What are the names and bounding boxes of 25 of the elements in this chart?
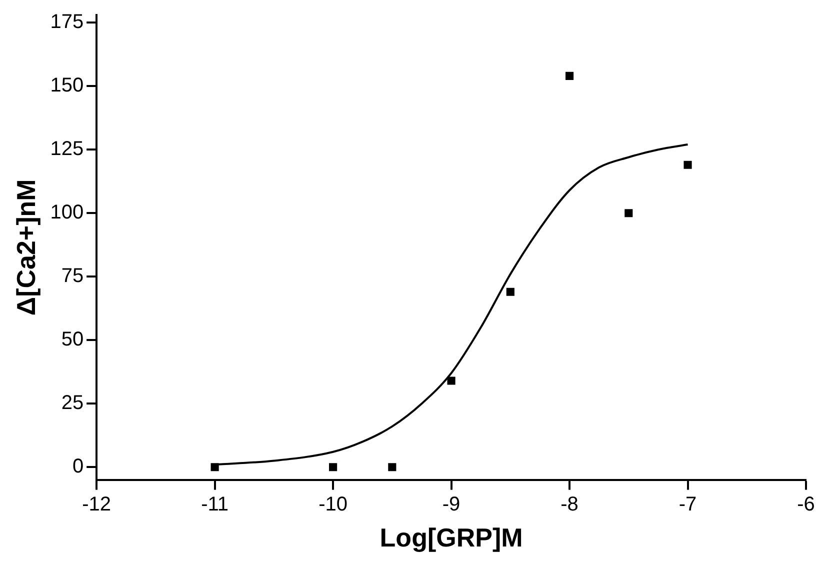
y-tick-label: 0 (72, 456, 84, 478)
point (684, 160, 692, 169)
y-tick-label: 150 (50, 74, 84, 97)
y-axis-title: Δ[Ca2+]nM (10, 179, 41, 316)
x-tick-label: -12 (82, 493, 112, 516)
x-tick-label: -6 (797, 493, 815, 516)
x-axis-title: Log[GRP]M (380, 522, 523, 553)
y-tick-label: 175 (50, 11, 84, 34)
y-tick-label: 50 (61, 328, 84, 351)
point (329, 463, 338, 472)
x-tick-label: -11 (201, 493, 229, 516)
point (210, 463, 219, 472)
point (447, 376, 456, 385)
point (506, 288, 514, 296)
y-tick-label: 75 (61, 265, 84, 288)
y-tick-label: 25 (61, 392, 84, 414)
x-tick-label: -9 (442, 493, 460, 516)
x-tick-label: -7 (678, 493, 697, 516)
point (624, 209, 633, 218)
x-tick-label: -8 (560, 493, 578, 516)
x-tick-label: -10 (318, 493, 348, 516)
y-tick-label: 100 (50, 202, 84, 224)
point (388, 463, 396, 472)
point (565, 72, 574, 80)
y-tick-label: 125 (50, 138, 84, 160)
